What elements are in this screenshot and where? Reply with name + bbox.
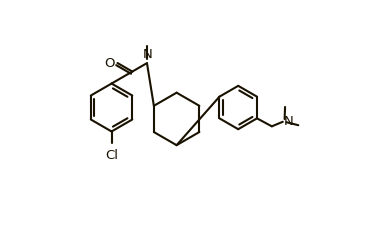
Text: Cl: Cl [105,149,118,162]
Text: N: N [284,115,294,128]
Text: N: N [142,48,152,61]
Text: O: O [104,57,115,70]
